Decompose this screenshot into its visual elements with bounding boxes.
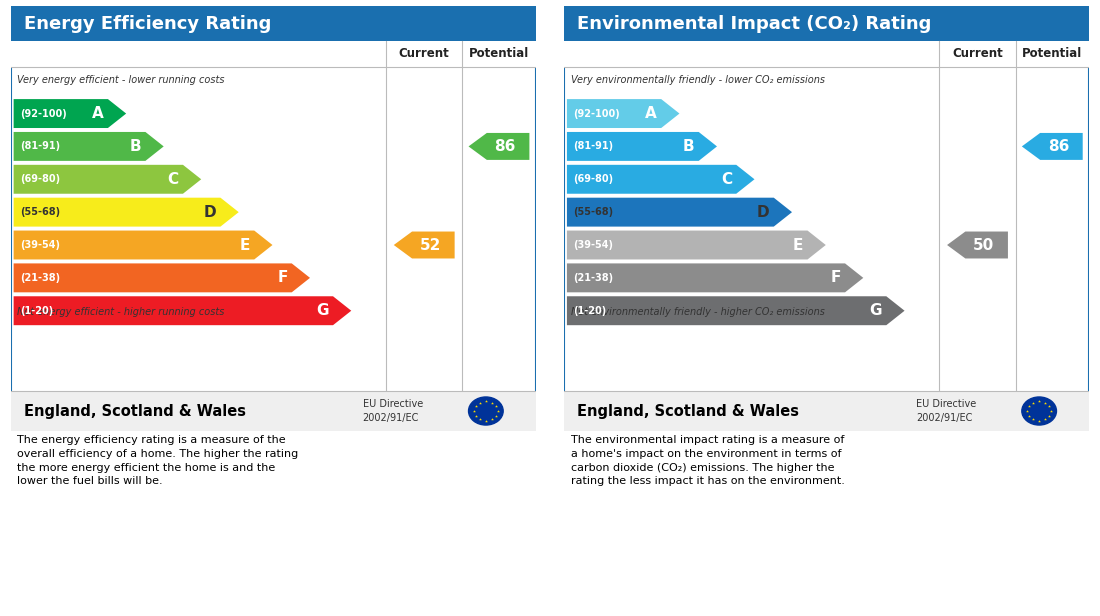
Text: (92-100): (92-100) [573, 108, 620, 118]
Text: (1-20): (1-20) [573, 306, 606, 316]
Text: (21-38): (21-38) [573, 273, 614, 283]
Polygon shape [947, 232, 1008, 259]
Text: (55-68): (55-68) [20, 207, 60, 217]
Text: F: F [277, 270, 287, 285]
Bar [564, 41, 1089, 67]
Polygon shape [13, 264, 310, 293]
Text: Potential: Potential [1022, 47, 1082, 60]
Polygon shape [13, 296, 351, 325]
Bar [11, 391, 536, 431]
Bar [564, 391, 1089, 431]
Text: England, Scotland & Wales: England, Scotland & Wales [24, 403, 246, 418]
Text: (21-38): (21-38) [20, 273, 60, 283]
Text: Not energy efficient - higher running costs: Not energy efficient - higher running co… [18, 307, 224, 317]
Polygon shape [566, 132, 717, 161]
Text: D: D [757, 205, 770, 220]
Text: C: C [167, 172, 179, 187]
Polygon shape [394, 232, 454, 259]
Polygon shape [13, 230, 273, 259]
Bar [11, 6, 536, 41]
Text: (1-20): (1-20) [20, 306, 53, 316]
Polygon shape [13, 198, 239, 227]
Text: F: F [830, 270, 840, 285]
Circle shape [469, 397, 503, 425]
Polygon shape [13, 165, 201, 194]
Text: 86: 86 [1047, 139, 1069, 154]
Text: (69-80): (69-80) [20, 174, 60, 184]
Text: E: E [793, 238, 803, 253]
Polygon shape [566, 99, 680, 128]
Text: Environmental Impact (CO₂) Rating: Environmental Impact (CO₂) Rating [578, 15, 932, 33]
Polygon shape [1022, 133, 1082, 160]
Text: B: B [130, 139, 141, 154]
Text: Current: Current [953, 47, 1003, 60]
Polygon shape [13, 132, 164, 161]
Text: EU Directive
2002/91/EC: EU Directive 2002/91/EC [363, 399, 422, 423]
Text: (39-54): (39-54) [20, 240, 59, 250]
Text: D: D [204, 205, 217, 220]
Polygon shape [566, 165, 755, 194]
Polygon shape [566, 198, 792, 227]
Text: The energy efficiency rating is a measure of the
overall efficiency of a home. T: The energy efficiency rating is a measur… [18, 436, 298, 486]
Text: (55-68): (55-68) [573, 207, 614, 217]
Text: England, Scotland & Wales: England, Scotland & Wales [578, 403, 800, 418]
Circle shape [1022, 397, 1056, 425]
Text: (81-91): (81-91) [20, 142, 60, 152]
Text: Very environmentally friendly - lower CO₂ emissions: Very environmentally friendly - lower CO… [571, 75, 825, 85]
Text: A: A [646, 106, 657, 121]
Text: 86: 86 [494, 139, 516, 154]
Text: The environmental impact rating is a measure of
a home's impact on the environme: The environmental impact rating is a mea… [571, 436, 845, 486]
Text: (81-91): (81-91) [573, 142, 614, 152]
Polygon shape [566, 296, 904, 325]
Text: G: G [870, 303, 882, 318]
Bar [11, 41, 536, 67]
Text: 52: 52 [419, 238, 441, 253]
Text: (69-80): (69-80) [573, 174, 614, 184]
Text: C: C [720, 172, 733, 187]
Polygon shape [566, 230, 826, 259]
Text: A: A [92, 106, 103, 121]
Text: Energy Efficiency Rating: Energy Efficiency Rating [24, 15, 272, 33]
Text: E: E [240, 238, 250, 253]
Bar [564, 6, 1089, 41]
Text: Potential: Potential [469, 47, 529, 60]
Polygon shape [566, 264, 864, 293]
Text: (92-100): (92-100) [20, 108, 67, 118]
Polygon shape [13, 99, 127, 128]
Text: (39-54): (39-54) [573, 240, 613, 250]
Text: G: G [317, 303, 329, 318]
Text: B: B [683, 139, 694, 154]
Text: Current: Current [399, 47, 450, 60]
Text: EU Directive
2002/91/EC: EU Directive 2002/91/EC [916, 399, 976, 423]
Text: Very energy efficient - lower running costs: Very energy efficient - lower running co… [18, 75, 224, 85]
Polygon shape [469, 133, 529, 160]
Text: Not environmentally friendly - higher CO₂ emissions: Not environmentally friendly - higher CO… [571, 307, 825, 317]
Text: 50: 50 [974, 238, 994, 253]
